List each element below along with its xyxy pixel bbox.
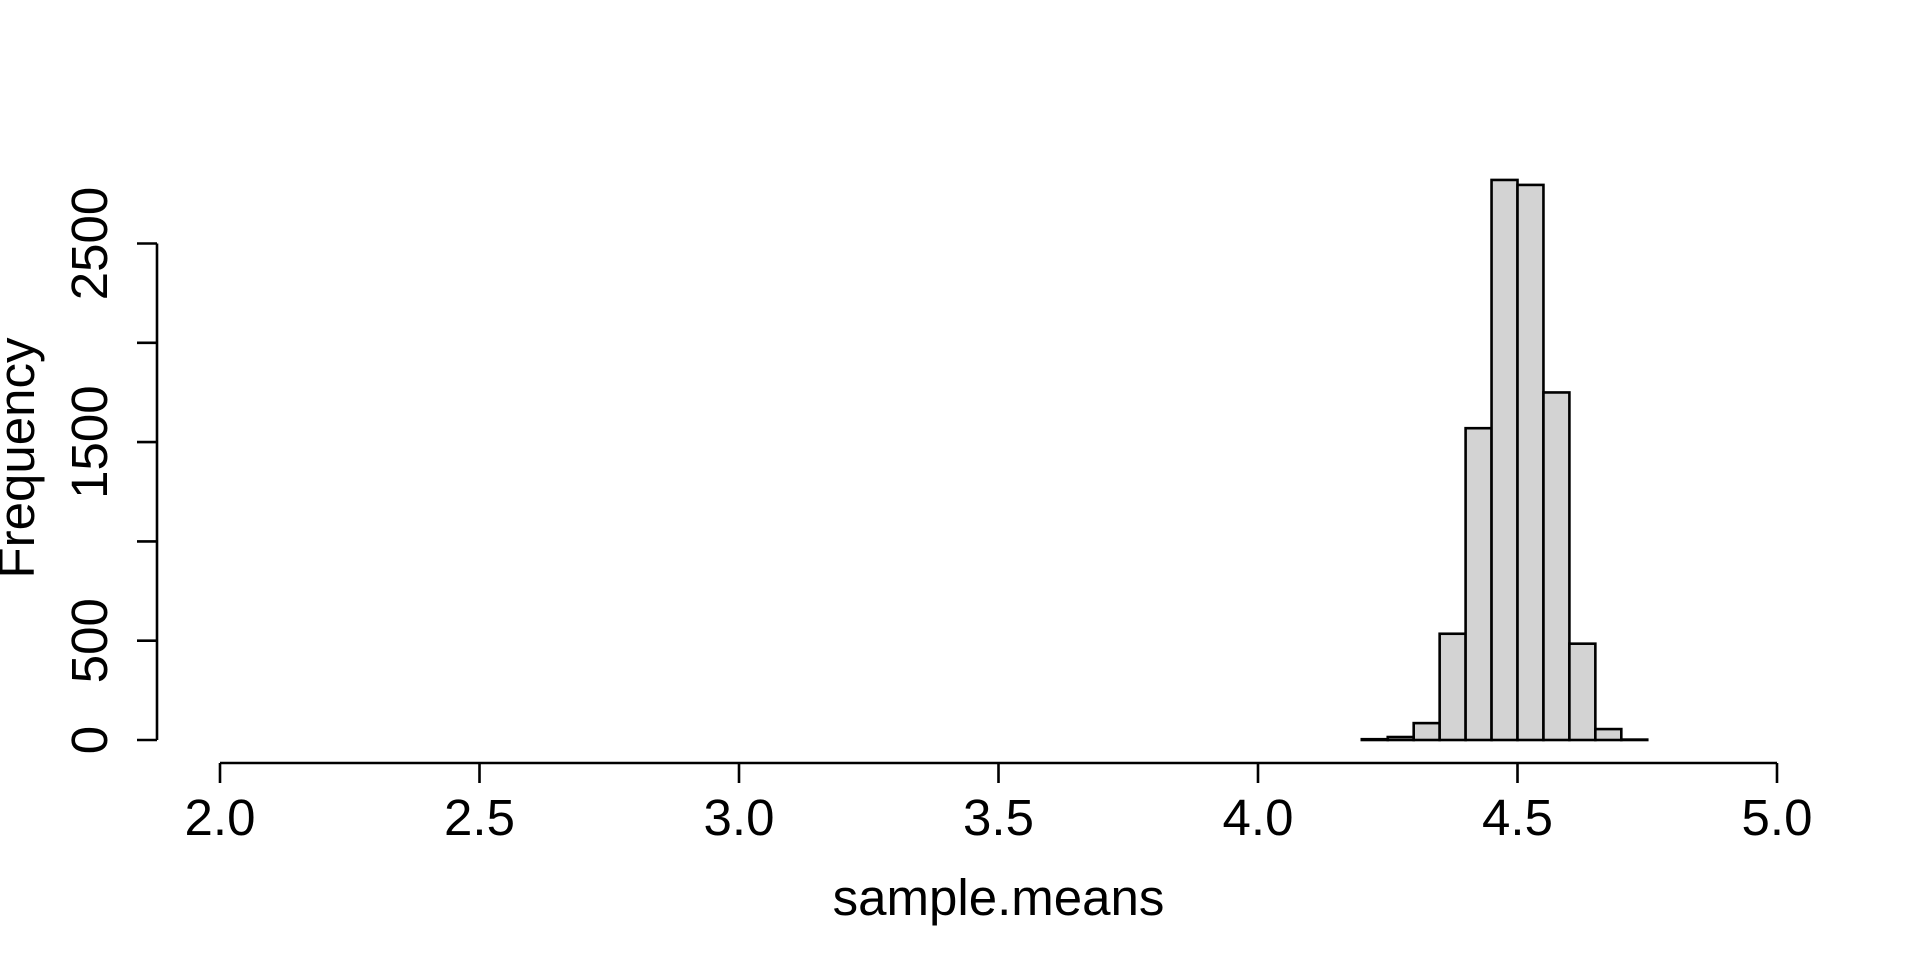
x-axis-tick-label: 3.5	[963, 789, 1034, 846]
x-axis-tick-label: 3.0	[704, 789, 775, 846]
y-axis-tick-label: 1500	[61, 385, 118, 498]
histogram-bar	[1490, 178, 1519, 742]
histogram-bar	[1438, 632, 1467, 742]
y-axis-tick-label: 500	[61, 598, 118, 683]
histogram-bar	[1386, 735, 1416, 742]
histogram-bar	[1464, 426, 1493, 742]
y-axis-tick-label: 0	[61, 726, 118, 754]
histogram-bar	[1360, 737, 1390, 742]
histogram-bar	[1412, 721, 1441, 742]
y-axis-title: Frequency	[0, 337, 45, 578]
histogram-bar	[1568, 642, 1597, 742]
x-axis-tick-label: 4.0	[1223, 789, 1294, 846]
x-axis-tick-label: 4.5	[1482, 789, 1553, 846]
x-axis-tick-label: 5.0	[1742, 789, 1813, 846]
histogram-bar	[1594, 727, 1623, 742]
x-axis-tick-label: 2.5	[444, 789, 515, 846]
x-axis-tick-label: 2.0	[185, 789, 256, 846]
y-axis-tick-label: 2500	[61, 187, 118, 300]
histogram-bar	[1542, 391, 1571, 742]
x-axis-title: sample.means	[833, 869, 1165, 926]
histogram-bar	[1516, 183, 1545, 742]
